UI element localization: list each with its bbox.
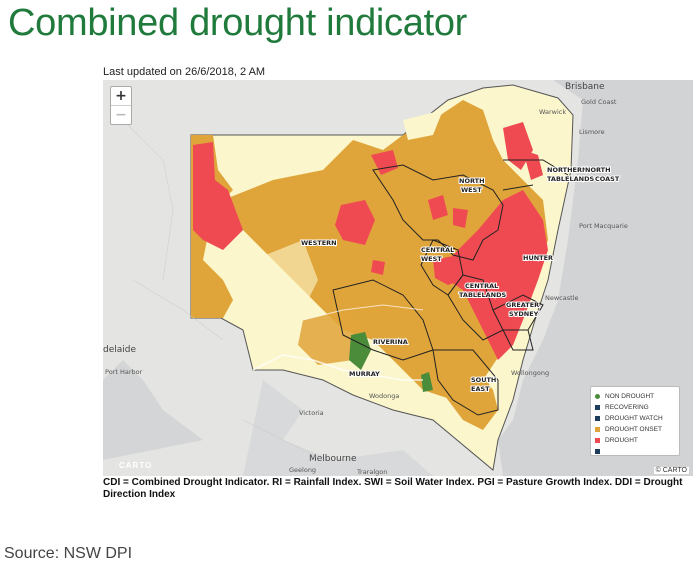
region-label-coast: COAST: [595, 175, 620, 183]
carto-attribution-link[interactable]: © CARTO: [653, 467, 689, 474]
place-gold-coast: Gold Coast: [581, 98, 617, 106]
recovering-se: [421, 372, 433, 392]
drought-small: [371, 260, 385, 275]
murray-river: [252, 354, 423, 381]
carto-logo: CARTO: [119, 461, 153, 470]
drought-hunter: [448, 190, 548, 360]
bass-strait: [243, 380, 433, 476]
page-title: Combined drought indicator: [8, 2, 468, 44]
murrumbidgee-river: [302, 304, 424, 321]
region-label-central-tablelands-2: TABLELANDS: [459, 291, 507, 299]
drought-map[interactable]: WESTERN NORTH WEST NORTHERN NORTH TABLEL…: [103, 80, 693, 476]
place-geelong: Geelong: [289, 466, 316, 474]
place-brisbane: Brisbane: [565, 82, 605, 92]
nondrought-pocket-3: [523, 100, 568, 160]
place-wodonga: Wodonga: [369, 392, 399, 400]
legend-item-non-drought: NON DROUGHT: [595, 391, 675, 402]
legend-swatch-drought-watch: [595, 416, 600, 421]
legend-item-drought-watch: DROUGHT WATCH: [595, 413, 675, 424]
map-caption: CDI = Combined Drought Indicator. RI = R…: [103, 477, 683, 500]
place-melbourne: Melbourne: [309, 454, 357, 464]
region-label-north-west: WEST: [461, 186, 482, 194]
legend-item-drought-onset: DROUGHT ONSET: [595, 424, 675, 435]
region-boundaries: [332, 159, 569, 416]
map-legend: NON DROUGHT RECOVERING DROUGHT WATCH DRO…: [590, 386, 680, 456]
place-newcastle: Newcastle: [545, 294, 578, 302]
legend-swatch-recovering: [595, 405, 600, 410]
legend-swatch-drought: [595, 438, 600, 443]
legend-item-extra: [595, 446, 675, 457]
ocean: [498, 80, 693, 476]
onset-south: [413, 340, 498, 430]
region-label-central-west: WEST: [421, 255, 442, 263]
place-lismore: Lismore: [579, 128, 605, 136]
place-port-macquarie: Port Macquarie: [579, 222, 628, 230]
region-label-greater: GREATER: [506, 301, 539, 309]
last-updated: Last updated on 26/6/2018, 2 AM: [103, 66, 266, 78]
region-label-sydney: SYDNEY: [509, 310, 539, 318]
region-label-murray: MURRAY: [349, 370, 380, 378]
drought-far-west-2: [193, 180, 213, 202]
place-wollongong: Wollongong: [511, 369, 549, 377]
region-label-tablelands: TABLELANDS: [547, 175, 595, 183]
legend-item-recovering: RECOVERING: [595, 402, 675, 413]
nondrought-pocket-1: [253, 240, 318, 310]
legend-swatch-drought-onset: [595, 427, 600, 432]
region-label-south: SOUTH: [471, 376, 496, 384]
drought-western: [335, 200, 375, 245]
region-label-south-east: EAST: [471, 385, 490, 393]
map-canvas[interactable]: WESTERN NORTH WEST NORTHERN NORTH TABLEL…: [103, 80, 693, 476]
recovering-murray: [349, 332, 371, 370]
drought-central-west: [433, 255, 463, 285]
zoom-in-button[interactable]: +: [115, 88, 127, 104]
drought-north: [371, 150, 398, 175]
place-port-harbor: Port Harbor: [105, 368, 143, 376]
nondrought-pocket-2: [403, 110, 443, 140]
legend-swatch-extra: [595, 449, 600, 454]
roads: [122, 119, 324, 461]
region-label-riverina: RIVERINA: [373, 338, 408, 346]
drought-coast: [523, 150, 543, 180]
southern-ocean: [103, 360, 203, 460]
onset-riverina: [298, 310, 363, 365]
drought-nw-2: [453, 208, 468, 228]
region-label-central-tablelands-1: CENTRAL: [465, 282, 498, 290]
region-label-western: WESTERN: [301, 239, 337, 247]
drought-north-west: [428, 195, 448, 220]
place-warwick: Warwick: [539, 108, 566, 116]
region-label-northern: NORTHERN: [547, 166, 587, 174]
place-adelaide: delaide: [103, 345, 136, 355]
region-label-central: CENTRAL: [421, 246, 454, 254]
region-label-hunter: HUNTER: [523, 254, 553, 262]
region-label-north-coast: NORTH: [585, 166, 611, 174]
drought-far-west: [193, 142, 243, 250]
source-credit: Source: NSW DPI: [4, 545, 133, 562]
onset-west: [223, 100, 548, 400]
place-traralgon: Traralgon: [356, 468, 387, 476]
legend-item-drought: DROUGHT: [595, 435, 675, 446]
zoom-out-button[interactable]: −: [111, 105, 131, 124]
legend-swatch-non-drought: [595, 394, 600, 399]
place-victoria: Victoria: [299, 409, 324, 417]
zoom-control: + −: [110, 86, 132, 125]
region-label-north: NORTH: [459, 177, 485, 185]
